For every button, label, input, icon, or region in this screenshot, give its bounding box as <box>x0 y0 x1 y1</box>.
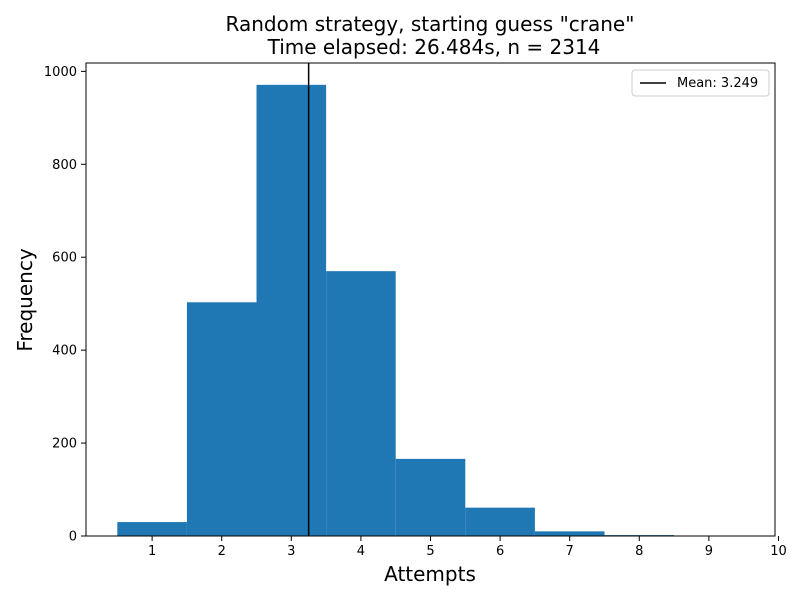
y-tick-label-200: 200 <box>52 437 77 452</box>
y-tick-label-400: 400 <box>52 344 77 359</box>
x-tick-label-7: 7 <box>566 544 574 559</box>
histogram-bar-5 <box>395 458 466 536</box>
histogram-bar-4 <box>326 271 396 536</box>
y-axis-ticks: 0 200 400 600 800 1000 <box>44 65 86 545</box>
chart-title-line-2: Time elapsed: 26.484s, n = 2314 <box>267 35 601 59</box>
histogram-bar-1 <box>117 522 187 536</box>
histogram-bar-2 <box>186 302 257 536</box>
x-axis-ticks: 1 2 3 4 5 6 7 8 9 10 <box>148 536 787 559</box>
y-tick-label-0: 0 <box>69 530 77 545</box>
y-tick-label-800: 800 <box>52 158 77 173</box>
legend-mean-label: Mean: 3.249 <box>677 76 758 91</box>
y-axis-label: Frequency <box>13 248 37 351</box>
legend-box <box>631 69 770 97</box>
y-tick-label-600: 600 <box>52 251 77 266</box>
x-tick-label-4: 4 <box>357 544 365 559</box>
x-tick-label-6: 6 <box>496 544 504 559</box>
x-tick-label-8: 8 <box>635 544 643 559</box>
y-tick-label-1000: 1000 <box>44 65 77 80</box>
x-tick-label-2: 2 <box>218 544 226 559</box>
histogram-bar-6 <box>465 507 535 536</box>
chart-title-line-1: Random strategy, starting guess "crane" <box>226 12 635 36</box>
x-tick-label-10: 10 <box>770 544 787 559</box>
x-tick-label-1: 1 <box>148 544 156 559</box>
legend: Mean: 3.249 <box>631 69 770 97</box>
histogram-bar-7 <box>534 531 605 536</box>
x-tick-label-3: 3 <box>287 544 295 559</box>
histogram-bar-3 <box>256 84 327 536</box>
x-tick-label-9: 9 <box>705 544 713 559</box>
x-axis-label: Attempts <box>384 562 476 586</box>
bars-group <box>117 84 744 536</box>
x-tick-label-5: 5 <box>426 544 434 559</box>
